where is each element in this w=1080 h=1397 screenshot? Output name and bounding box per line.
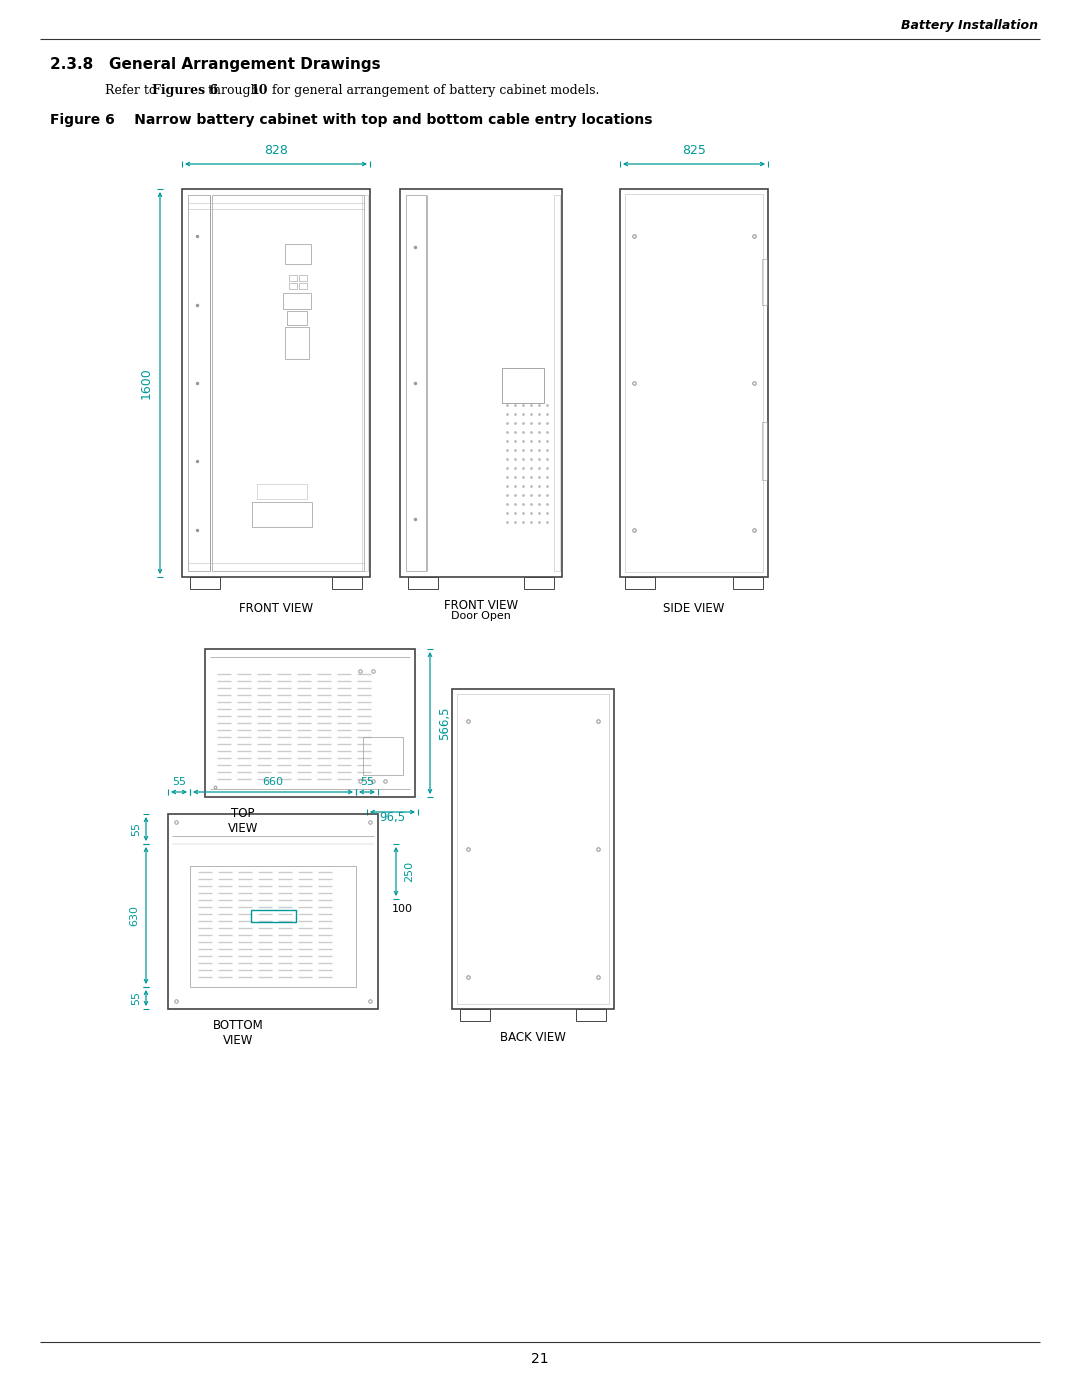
Text: SIDE VIEW: SIDE VIEW — [663, 602, 725, 615]
Bar — [190, 866, 356, 988]
Bar — [363, 738, 403, 775]
Text: 828: 828 — [265, 144, 288, 156]
Text: Door Open: Door Open — [451, 610, 511, 622]
Bar — [408, 577, 438, 590]
Bar — [188, 196, 210, 571]
Bar — [299, 284, 307, 289]
Bar — [287, 312, 307, 326]
Text: BACK VIEW: BACK VIEW — [500, 1031, 566, 1044]
Text: 566,5: 566,5 — [438, 707, 451, 740]
Bar — [502, 367, 544, 402]
Text: Figures 6: Figures 6 — [152, 84, 218, 96]
Text: TOP
VIEW: TOP VIEW — [228, 807, 258, 835]
Bar — [362, 196, 368, 571]
Text: 100: 100 — [392, 904, 413, 914]
Text: 825: 825 — [683, 144, 706, 156]
Text: 96,5: 96,5 — [379, 812, 406, 824]
Text: through: through — [204, 84, 262, 96]
Bar — [168, 814, 378, 1009]
Bar — [460, 1009, 490, 1021]
Bar — [457, 694, 609, 1004]
Bar — [299, 275, 307, 281]
Bar — [251, 909, 296, 922]
Text: 10: 10 — [249, 84, 268, 96]
Text: FRONT VIEW: FRONT VIEW — [239, 602, 313, 615]
Bar — [762, 258, 767, 306]
Text: Figure 6    Narrow battery cabinet with top and bottom cable entry locations: Figure 6 Narrow battery cabinet with top… — [50, 113, 652, 127]
Bar — [183, 189, 370, 577]
Text: 55: 55 — [131, 990, 141, 1004]
Bar — [285, 244, 311, 264]
Text: 660: 660 — [262, 777, 283, 787]
Text: 630: 630 — [129, 905, 139, 926]
Text: 250: 250 — [404, 861, 414, 882]
Bar — [285, 327, 309, 359]
Bar — [205, 650, 415, 798]
Text: BOTTOM
VIEW: BOTTOM VIEW — [213, 1018, 264, 1046]
Text: Battery Installation: Battery Installation — [901, 20, 1038, 32]
Text: 55: 55 — [172, 777, 186, 787]
Bar — [406, 196, 426, 571]
Text: 1600: 1600 — [140, 367, 153, 400]
Text: Refer to: Refer to — [105, 84, 160, 96]
Bar — [283, 293, 311, 309]
Text: 55: 55 — [360, 777, 374, 787]
Bar — [257, 483, 307, 499]
Bar — [554, 196, 561, 571]
Bar — [576, 1009, 606, 1021]
Bar — [289, 284, 297, 289]
Bar — [733, 577, 762, 590]
Bar — [453, 689, 615, 1009]
Text: 2.3.8   General Arrangement Drawings: 2.3.8 General Arrangement Drawings — [50, 57, 380, 73]
Bar — [524, 577, 554, 590]
Bar — [400, 189, 562, 577]
Bar — [625, 194, 762, 571]
Text: 55: 55 — [131, 821, 141, 835]
Bar — [625, 577, 654, 590]
Bar — [762, 422, 767, 481]
Text: for general arrangement of battery cabinet models.: for general arrangement of battery cabin… — [268, 84, 599, 96]
Text: FRONT VIEW: FRONT VIEW — [444, 599, 518, 612]
Bar — [212, 196, 364, 571]
Text: 21: 21 — [531, 1352, 549, 1366]
Bar — [332, 577, 362, 590]
Bar — [252, 502, 312, 527]
Bar — [620, 189, 768, 577]
Bar — [190, 577, 220, 590]
Bar — [289, 275, 297, 281]
